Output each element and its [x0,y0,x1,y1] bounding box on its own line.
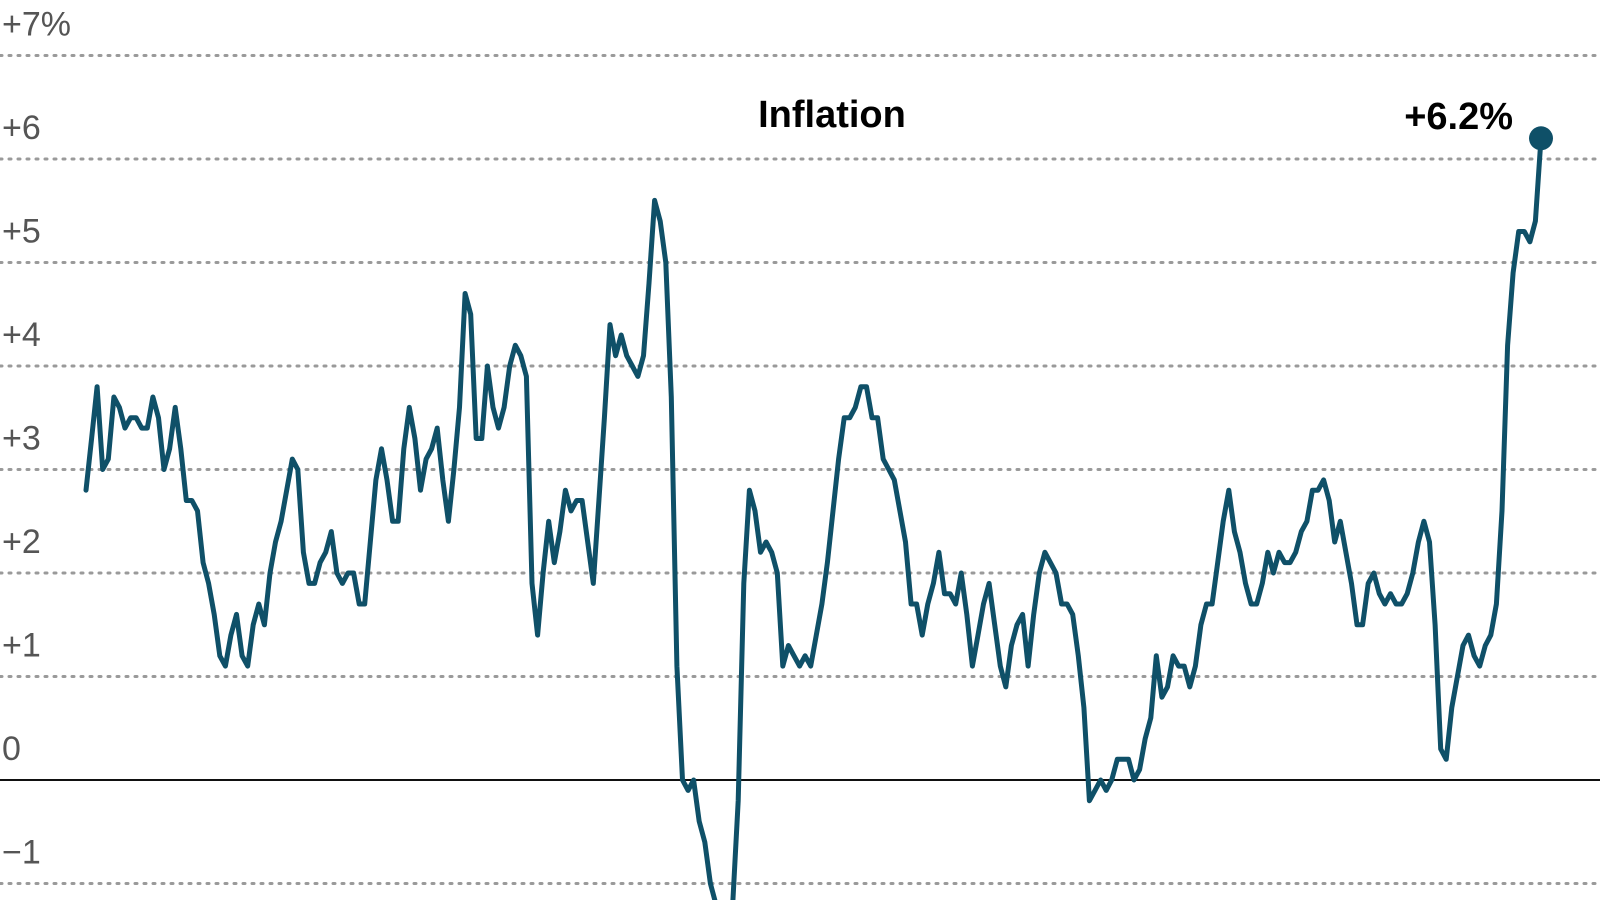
y-tick-labels: +7% +6 +5 +4 +3 +2 +1 0 −1 [2,6,71,872]
last-point-marker [1529,126,1553,151]
y-tick-label: 0 [2,730,21,768]
y-tick-label: +5 [2,213,41,251]
series-layer [83,126,1553,900]
chart-title: Inflation [758,94,906,136]
last-value-annotation: +6.2% [1404,96,1513,138]
y-tick-label: −1 [2,834,41,872]
gridlines [0,54,1600,885]
y-tick-label: +2 [2,523,41,561]
inflation-series-line [83,135,1544,900]
y-tick-label: +1 [2,627,41,665]
y-tick-label: +4 [2,316,41,354]
y-tick-label: +7% [2,6,71,44]
y-tick-label: +3 [2,420,41,458]
y-tick-label: +6 [2,109,41,147]
